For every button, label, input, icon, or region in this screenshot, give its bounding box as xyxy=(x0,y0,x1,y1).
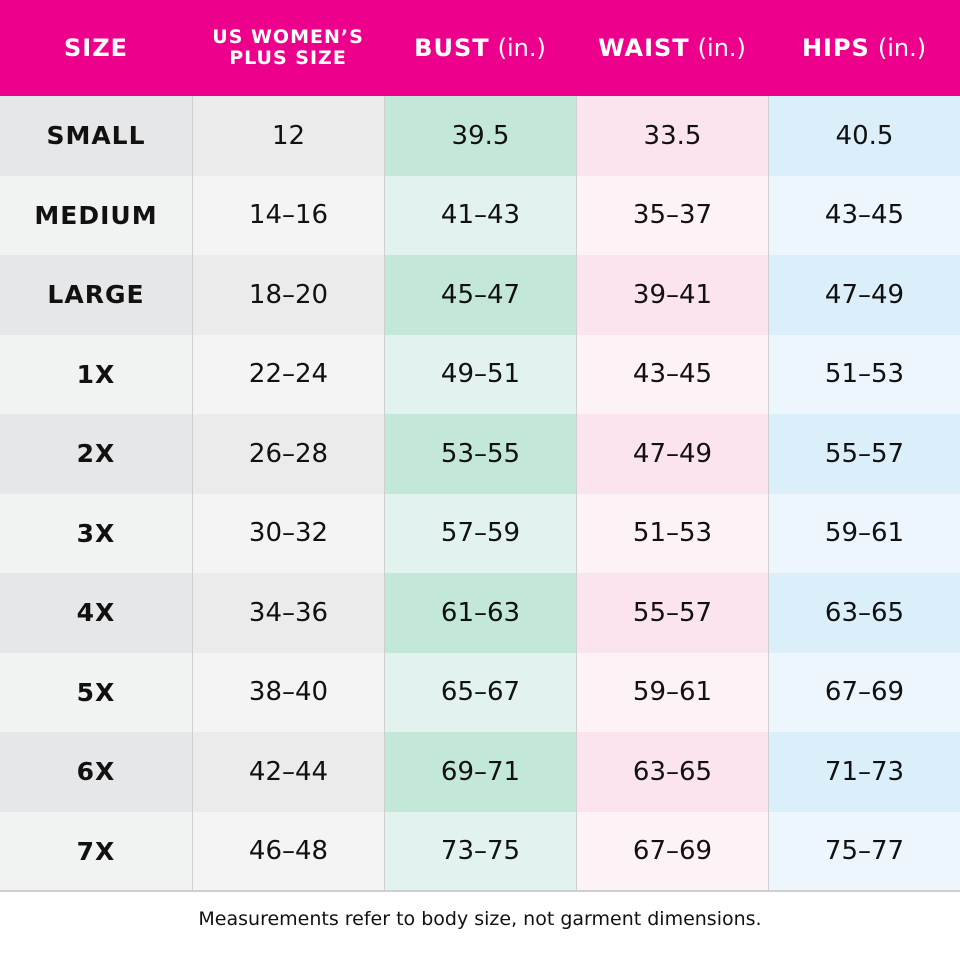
header-line: US WOMEN’S xyxy=(212,27,364,48)
measurement-cell: 26–28 xyxy=(192,414,384,494)
measurement-cell: 73–75 xyxy=(384,811,576,891)
header-row: SIZE US WOMEN’S PLUS SIZE BUST (in.) WAIST (in… xyxy=(0,0,960,96)
footer-note: Measurements refer to body size, not gar… xyxy=(198,908,762,930)
size-label: 7X xyxy=(0,811,192,891)
table-row: 6X 42–44 69–71 63–65 71–73 xyxy=(0,732,960,812)
header-title: US WOMEN’S xyxy=(212,26,364,48)
measurement-cell: 43–45 xyxy=(576,334,768,414)
measurement-cell: 14–16 xyxy=(192,175,384,255)
size-label: 5X xyxy=(0,652,192,732)
header-cell: SIZE xyxy=(0,0,192,96)
table-row: MEDIUM 14–16 41–43 35–37 43–45 xyxy=(0,175,960,255)
table-body: SMALL 12 39.5 33.5 40.5 MEDIUM 14–16 41–43 35–37… xyxy=(0,96,960,891)
measurement-cell: 41–43 xyxy=(384,175,576,255)
measurement-cell: 47–49 xyxy=(576,414,768,494)
header-line: SIZE xyxy=(64,34,128,62)
size-label: LARGE xyxy=(0,255,192,335)
header-line: WAIST (in.) xyxy=(598,34,746,62)
size-label: 4X xyxy=(0,573,192,653)
header-unit: (in.) xyxy=(877,34,927,62)
measurement-cell: 51–53 xyxy=(576,493,768,573)
measurement-cell: 55–57 xyxy=(576,573,768,653)
size-label: 2X xyxy=(0,414,192,494)
measurement-cell: 67–69 xyxy=(768,652,960,732)
measurement-cell: 38–40 xyxy=(192,652,384,732)
measurement-cell: 33.5 xyxy=(576,96,768,176)
measurement-cell: 22–24 xyxy=(192,334,384,414)
table-row: 5X 38–40 65–67 59–61 67–69 xyxy=(0,652,960,732)
measurement-cell: 49–51 xyxy=(384,334,576,414)
measurement-cell: 53–55 xyxy=(384,414,576,494)
measurement-cell: 67–69 xyxy=(576,811,768,891)
header-unit: (in.) xyxy=(697,34,746,62)
measurement-cell: 35–37 xyxy=(576,175,768,255)
header-cell: HIPS (in.) xyxy=(768,0,960,96)
table-row: 7X 46–48 73–75 67–69 75–77 xyxy=(0,811,960,891)
size-label: 1X xyxy=(0,334,192,414)
measurement-cell: 55–57 xyxy=(768,414,960,494)
measurement-cell: 71–73 xyxy=(768,732,960,812)
measurement-cell: 39.5 xyxy=(384,96,576,176)
bottom-border xyxy=(0,890,960,892)
measurement-cell: 42–44 xyxy=(192,732,384,812)
table-row: 3X 30–32 57–59 51–53 59–61 xyxy=(0,493,960,573)
header-line: BUST (in.) xyxy=(414,34,546,62)
table-row: 4X 34–36 61–63 55–57 63–65 xyxy=(0,573,960,653)
size-label: 6X xyxy=(0,732,192,812)
measurement-cell: 39–41 xyxy=(576,255,768,335)
table-row: LARGE 18–20 45–47 39–41 47–49 xyxy=(0,255,960,335)
measurement-cell: 45–47 xyxy=(384,255,576,335)
measurement-cell: 18–20 xyxy=(192,255,384,335)
header-unit: (in.) xyxy=(497,34,546,62)
header-title: SIZE xyxy=(63,34,128,62)
header-title: WAIST xyxy=(598,34,690,62)
table-row: 2X 26–28 53–55 47–49 55–57 xyxy=(0,414,960,494)
measurement-cell: 75–77 xyxy=(768,811,960,891)
table-row: 1X 22–24 49–51 43–45 51–53 xyxy=(0,334,960,414)
header-line: HIPS (in.) xyxy=(802,34,926,62)
size-label: 3X xyxy=(0,493,192,573)
size-label: MEDIUM xyxy=(0,175,192,255)
measurement-cell: 61–63 xyxy=(384,573,576,653)
measurement-cell: 63–65 xyxy=(768,573,960,653)
measurement-cell: 30–32 xyxy=(192,493,384,573)
measurement-cell: 59–61 xyxy=(576,652,768,732)
measurement-cell: 43–45 xyxy=(768,175,960,255)
table-row: SMALL 12 39.5 33.5 40.5 xyxy=(0,96,960,176)
measurement-cell: 47–49 xyxy=(768,255,960,335)
measurement-cell: 40.5 xyxy=(768,96,960,176)
header-title: HIPS xyxy=(801,34,870,62)
measurement-cell: 57–59 xyxy=(384,493,576,573)
measurement-cell: 51–53 xyxy=(768,334,960,414)
header-cell: WAIST (in.) xyxy=(576,0,768,96)
header-title: PLUS SIZE xyxy=(229,47,347,69)
measurement-cell: 12 xyxy=(192,96,384,176)
measurement-cell: 34–36 xyxy=(192,573,384,653)
header-cell: BUST (in.) xyxy=(384,0,576,96)
header-line: PLUS SIZE xyxy=(229,48,347,69)
header-title: BUST xyxy=(414,34,490,62)
measurement-cell: 59–61 xyxy=(768,493,960,573)
measurement-cell: 69–71 xyxy=(384,732,576,812)
measurement-cell: 46–48 xyxy=(192,811,384,891)
header-cell: US WOMEN’S PLUS SIZE xyxy=(192,0,384,96)
size-label: SMALL xyxy=(0,96,192,176)
measurement-cell: 65–67 xyxy=(384,652,576,732)
measurement-cell: 63–65 xyxy=(576,732,768,812)
